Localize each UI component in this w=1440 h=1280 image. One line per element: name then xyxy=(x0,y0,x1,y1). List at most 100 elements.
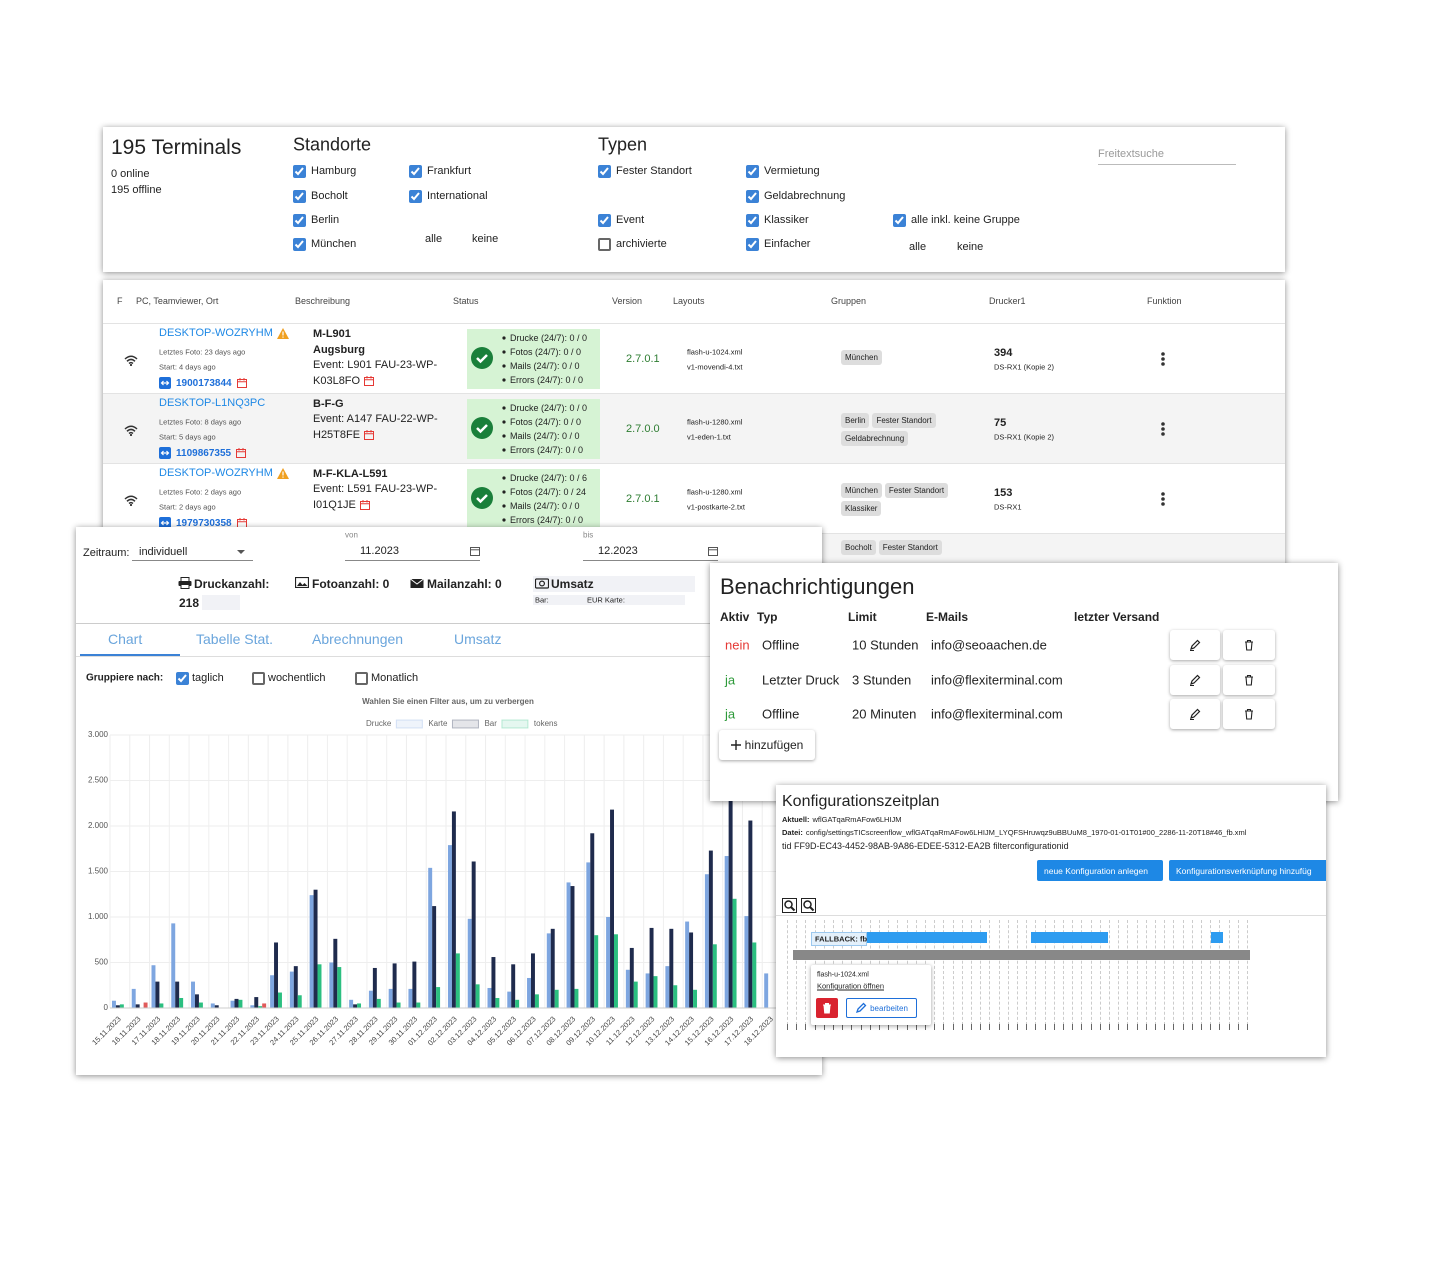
notification-type: Letzter Druck xyxy=(762,672,840,687)
period-value[interactable]: individuell xyxy=(139,546,188,558)
group-by-option[interactable]: taglich xyxy=(192,672,224,684)
printer-model: DS-RX1 (Kopie 2) xyxy=(994,362,1055,372)
icon-part xyxy=(364,430,374,435)
popup-edit-label: bearbeiten xyxy=(870,1003,908,1013)
icon-part xyxy=(894,215,904,224)
select-none[interactable]: keine xyxy=(957,241,984,253)
delete-icon xyxy=(1245,639,1253,651)
filter-option[interactable]: Event xyxy=(616,214,645,226)
layout-file: v1-postkarte-2.txt xyxy=(687,502,745,512)
pc-name[interactable]: DESKTOP-WOZRYHM xyxy=(159,467,273,479)
edit-button[interactable] xyxy=(1170,699,1220,729)
filter-option[interactable]: Bocholt xyxy=(311,190,348,202)
checkbox xyxy=(893,213,906,227)
tab[interactable]: Chart xyxy=(108,631,143,647)
tab[interactable]: Umsatz xyxy=(454,631,502,647)
config-button[interactable]: Konfigurationsverknüpfung hinzufüg xyxy=(1169,860,1326,881)
icon-part xyxy=(471,487,493,509)
filter-option[interactable]: archivierte xyxy=(616,238,667,250)
notifications-title: Benachrichtigungen xyxy=(720,574,915,599)
filter-option[interactable]: München xyxy=(311,238,357,250)
edit-button[interactable] xyxy=(1170,664,1220,695)
column-header: Typ xyxy=(757,610,778,624)
filter-option[interactable]: Geldabrechnung xyxy=(764,190,846,202)
select-none[interactable]: keine xyxy=(472,233,499,245)
delete-icon xyxy=(823,1003,831,1014)
config-button[interactable]: neue Konfiguration anlegen xyxy=(1037,860,1163,881)
row-menu[interactable] xyxy=(1161,352,1165,366)
filter-option[interactable]: alle inkl. keine Gruppe xyxy=(911,214,1020,226)
icon-part xyxy=(747,191,757,200)
filter-option[interactable]: Klassiker xyxy=(764,214,809,226)
bar xyxy=(645,973,650,1008)
edit-button[interactable] xyxy=(1170,630,1220,660)
calendar-icon xyxy=(236,448,247,458)
zoom-in-button[interactable] xyxy=(782,898,797,913)
group-by-label: Gruppiere nach: xyxy=(86,672,164,684)
filter-title: Standorte xyxy=(293,134,372,155)
last-photo: Letztes Foto: 23 days ago xyxy=(159,347,246,357)
event-text: H25T8FE xyxy=(313,429,361,441)
bullet xyxy=(502,378,506,382)
chart: Wahlen Sie einen Filter aus, um zu verbe… xyxy=(88,697,802,1047)
teamviewer-id[interactable]: 1109867355 xyxy=(176,447,232,459)
row-menu[interactable] xyxy=(1161,422,1165,436)
filter-option[interactable]: International xyxy=(427,190,488,202)
bar xyxy=(744,916,749,1008)
group-list: München xyxy=(841,350,971,368)
tab[interactable]: Tabelle Stat. xyxy=(196,631,274,647)
filter-option[interactable]: Frankfurt xyxy=(427,165,472,177)
row-menu[interactable] xyxy=(1161,492,1165,506)
search-input[interactable]: Freitextsuche xyxy=(1098,148,1165,160)
add-button[interactable]: hinzufügen xyxy=(719,730,815,760)
pc-name[interactable]: DESKTOP-WOZRYHM xyxy=(159,327,273,339)
bar xyxy=(495,997,500,1008)
wifi-icon xyxy=(124,425,138,436)
teamviewer-id[interactable]: 1979730358 xyxy=(176,517,232,529)
icon-part xyxy=(502,420,506,424)
select-all[interactable]: alle xyxy=(425,233,443,245)
notification-limit: 20 Minuten xyxy=(852,706,917,722)
filter-option[interactable]: Hamburg xyxy=(311,165,357,177)
popup-edit-button[interactable]: bearbeiten xyxy=(846,998,917,1018)
wifi-icon xyxy=(124,355,138,366)
filter-option[interactable]: Vermietung xyxy=(764,165,820,177)
active-tab-underline xyxy=(80,654,180,656)
icon-part xyxy=(1245,708,1253,720)
delete-button[interactable] xyxy=(1223,699,1275,729)
icon-part xyxy=(129,503,133,506)
event-text: Event: L901 FAU-23-WP- xyxy=(313,359,438,371)
checkbox xyxy=(409,189,422,203)
icon-part xyxy=(476,424,488,434)
select-all[interactable]: alle xyxy=(909,241,927,253)
popup-delete-button[interactable] xyxy=(816,998,838,1018)
icon-part xyxy=(129,363,133,366)
icon-part xyxy=(730,740,741,750)
bar xyxy=(111,1000,116,1008)
bar xyxy=(550,928,555,1008)
checkmark xyxy=(410,166,420,175)
calendar-icon xyxy=(359,500,370,510)
filter-option[interactable]: Berlin xyxy=(311,214,340,226)
checkbox xyxy=(409,164,422,178)
date-value[interactable]: 11.2023 xyxy=(360,545,399,557)
event-line: Event: L901 FAU-23-WP- xyxy=(313,359,437,371)
date-value[interactable]: 12.2023 xyxy=(598,545,638,557)
icon-part xyxy=(410,166,420,175)
column-header: Layouts xyxy=(673,296,705,306)
group-by-option[interactable]: Monatlich xyxy=(371,672,419,684)
icon-part xyxy=(1161,352,1165,356)
terminal-name: M-L901 xyxy=(313,328,351,340)
tab[interactable]: Abrechnungen xyxy=(312,631,404,647)
delete-button[interactable] xyxy=(1223,664,1275,695)
teamviewer-id[interactable]: 1900173844 xyxy=(176,377,232,389)
zoom-out-button[interactable] xyxy=(801,898,816,913)
group-by-option[interactable]: wochentlich xyxy=(268,672,326,684)
pc-name[interactable]: DESKTOP-L1NQ3PC xyxy=(159,397,266,409)
column-header: letzter Versand xyxy=(1074,610,1160,624)
bar xyxy=(175,981,180,1008)
filter-option[interactable]: Einfacher xyxy=(764,238,811,250)
popup-open-link[interactable]: Konfiguration öffnen xyxy=(817,981,884,991)
filter-option[interactable]: Fester Standort xyxy=(616,165,692,177)
delete-button[interactable] xyxy=(1223,630,1275,660)
